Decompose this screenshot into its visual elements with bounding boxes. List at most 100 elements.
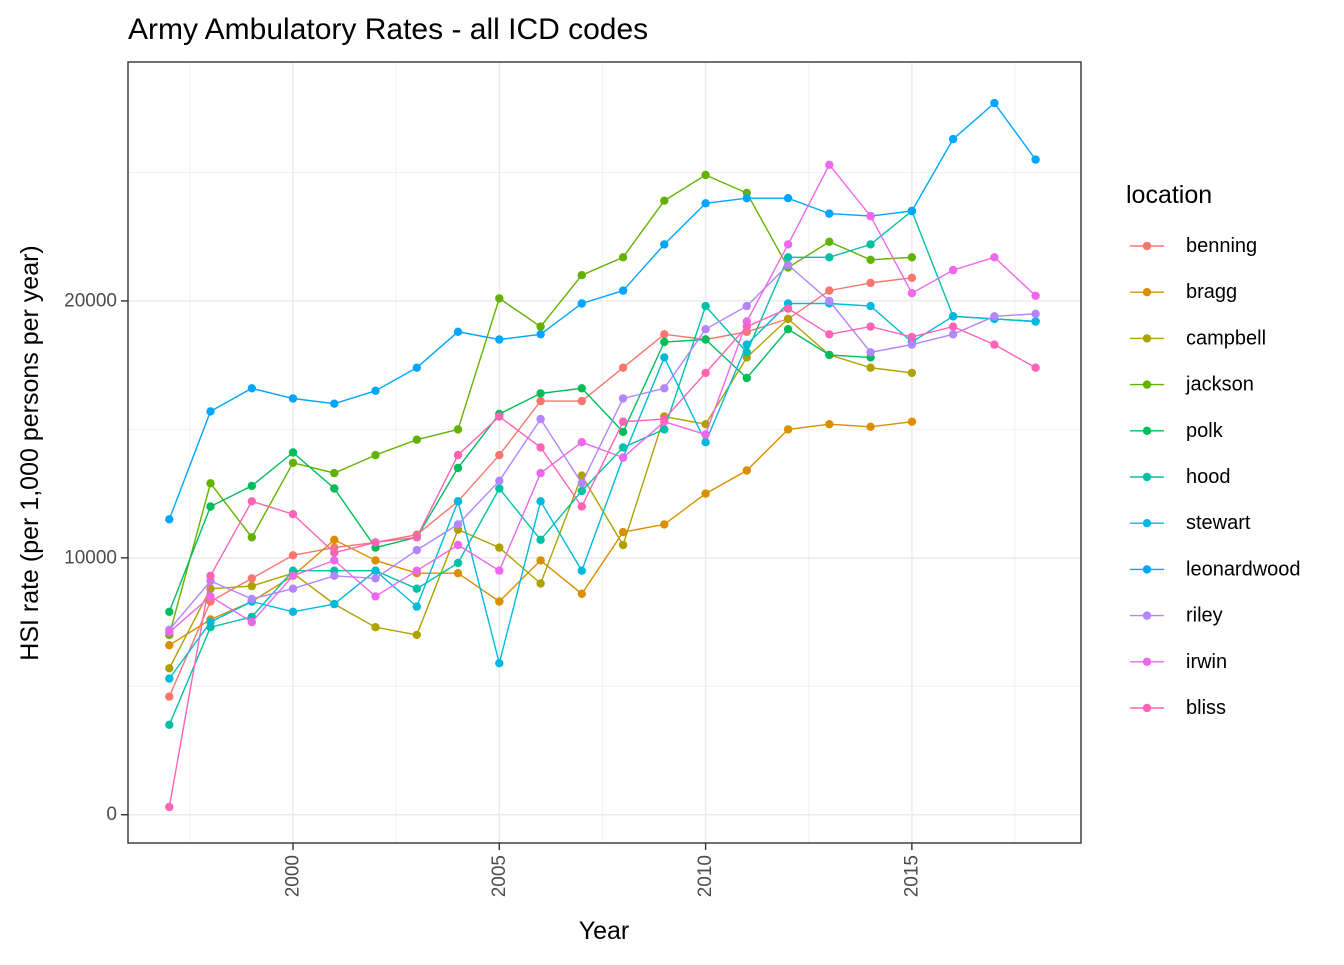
data-point-leonardwood: [288, 394, 298, 403]
legend-label: riley: [1186, 605, 1223, 627]
data-point-bliss: [990, 340, 999, 349]
data-point-benning: [825, 286, 834, 295]
data-point-campbell: [783, 314, 793, 324]
y-tick-label: 0: [106, 804, 117, 825]
data-point-polk: [701, 335, 710, 344]
legend-key-point: [1142, 565, 1152, 574]
data-point-bragg: [907, 417, 917, 426]
series-line-stewart: [168, 302, 1036, 680]
data-point-riley: [825, 296, 834, 306]
data-point-bliss: [866, 322, 875, 331]
data-point-riley: [1031, 309, 1040, 318]
data-point-riley: [742, 301, 751, 311]
data-point-bragg: [742, 466, 751, 475]
data-point-hood: [577, 486, 586, 496]
data-point-irwin: [825, 160, 834, 169]
legend-key-point: [1142, 288, 1152, 297]
data-point-irwin: [1031, 291, 1040, 300]
data-point-bragg: [577, 589, 586, 598]
legend-title: location: [1126, 181, 1212, 209]
data-point-hood: [536, 535, 545, 544]
data-point-leonardwood: [206, 407, 215, 416]
data-point-hood: [412, 584, 421, 593]
data-point-riley: [783, 260, 793, 270]
data-point-jackson: [495, 294, 504, 303]
legend-label: jackson: [1185, 374, 1254, 396]
data-point-jackson: [247, 533, 256, 542]
legend-key-point: [1142, 380, 1152, 389]
legend-label: benning: [1186, 235, 1257, 257]
data-point-hood: [825, 253, 834, 262]
legend-key-point: [1142, 657, 1152, 666]
legend-label: polk: [1186, 420, 1224, 442]
data-point-riley: [536, 414, 545, 424]
data-point-bliss: [948, 322, 958, 331]
series-line-riley: [168, 264, 1036, 631]
data-point-leonardwood: [577, 299, 586, 308]
legend: location benning bragg campbell jackson polk…: [1126, 181, 1301, 719]
data-point-stewart: [330, 599, 339, 609]
data-point-campbell: [907, 368, 917, 378]
legend-item-jackson: jackson: [1130, 374, 1254, 396]
data-point-riley: [371, 574, 380, 583]
data-point-stewart: [288, 607, 298, 616]
legend-key-point: [1142, 334, 1152, 343]
data-point-benning: [536, 396, 545, 406]
chart-title: Army Ambulatory Rates - all ICD codes: [128, 13, 648, 46]
data-point-bliss: [495, 412, 504, 421]
data-point-bragg: [618, 527, 628, 537]
series-line-irwin: [168, 163, 1037, 633]
data-point-benning: [577, 396, 586, 406]
data-point-bragg: [783, 425, 793, 434]
legend-label: irwin: [1186, 651, 1227, 673]
series-line-polk: [168, 328, 871, 613]
data-point-bragg: [660, 520, 669, 529]
y-tick-label: 10000: [64, 547, 117, 568]
data-point-riley: [866, 348, 875, 357]
data-point-riley: [412, 545, 421, 555]
data-point-riley: [453, 520, 463, 529]
data-point-stewart: [206, 617, 215, 627]
legend-key-point: [1142, 611, 1152, 620]
data-point-polk: [165, 607, 174, 616]
data-point-polk: [330, 484, 339, 493]
data-point-irwin: [206, 592, 215, 601]
data-point-jackson: [330, 468, 339, 478]
data-point-stewart: [1031, 317, 1040, 326]
data-point-polk: [288, 448, 298, 457]
data-point-jackson: [825, 237, 834, 246]
data-point-leonardwood: [618, 286, 628, 295]
data-point-irwin: [165, 628, 174, 637]
legend-key-point: [1142, 472, 1152, 482]
data-point-jackson: [288, 458, 298, 467]
legend-item-riley: riley: [1130, 605, 1223, 627]
data-point-bliss: [660, 414, 669, 424]
legend-label: stewart: [1186, 512, 1251, 534]
data-point-polk: [742, 373, 751, 383]
data-point-jackson: [660, 196, 669, 205]
data-point-irwin: [288, 571, 298, 580]
series-riley: [165, 260, 1040, 634]
data-point-bliss: [371, 538, 380, 547]
y-axis: 0 10000 20000: [64, 290, 128, 825]
data-point-polk: [660, 337, 669, 347]
data-point-polk: [783, 325, 793, 334]
data-point-bragg: [701, 489, 710, 498]
legend-item-hood: hood: [1130, 466, 1231, 488]
series-line-leonardwood: [168, 102, 1037, 520]
data-point-polk: [825, 350, 834, 360]
data-point-campbell: [701, 420, 710, 429]
data-point-polk: [206, 502, 215, 511]
legend-key-point: [1142, 426, 1152, 435]
data-point-irwin: [907, 289, 917, 298]
data-point-bliss: [453, 450, 463, 460]
data-point-irwin: [577, 438, 586, 447]
data-point-stewart: [742, 340, 751, 349]
data-point-stewart: [165, 674, 174, 683]
data-point-leonardwood: [536, 330, 545, 339]
data-point-campbell: [495, 543, 504, 552]
data-point-riley: [247, 594, 256, 604]
data-point-riley: [660, 384, 669, 393]
